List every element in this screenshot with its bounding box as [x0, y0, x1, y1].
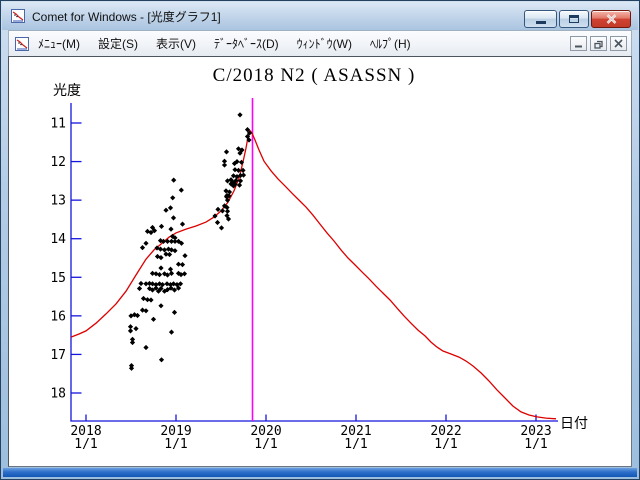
x-tick-label-day: 1/1: [344, 437, 367, 452]
x-tick-label-day: 1/1: [524, 437, 547, 452]
menu-item-view[interactable]: 表示(V): [156, 37, 196, 51]
child-restore-button[interactable]: [590, 36, 607, 51]
titlebar[interactable]: Comet for Windows - [光度グラフ1]: [2, 2, 638, 30]
x-ticks: 20181/120191/120201/120211/120221/120231…: [70, 414, 552, 452]
y-axis-label: 光度: [53, 82, 81, 98]
y-tick-label: 17: [50, 348, 66, 363]
y-tick-label: 18: [50, 386, 66, 401]
observation-points: [127, 112, 253, 371]
child-close-button[interactable]: [610, 36, 627, 51]
window-maximize-button[interactable]: [559, 10, 589, 28]
x-tick-label-day: 1/1: [254, 437, 277, 452]
x-tick-label-day: 1/1: [74, 437, 97, 452]
y-tick-label: 14: [50, 232, 66, 247]
y-tick-label: 15: [50, 271, 66, 286]
close-icon: [614, 39, 623, 48]
chart-area: C/2018 N2 ( ASASSN ) 光度日付 11 12 13 14 15 16 17 18…: [8, 56, 632, 467]
y-tick-label: 12: [50, 155, 66, 170]
menu-item-help[interactable]: ﾍﾙﾌﾟ(H): [370, 37, 411, 51]
window-title: Comet for Windows - [光度グラフ1]: [32, 9, 221, 24]
maximize-icon: [569, 15, 579, 23]
menu-item-menu[interactable]: ﾒﾆｭｰ(M): [38, 37, 80, 51]
close-icon: [606, 14, 616, 24]
x-tick-label-year: 2019: [160, 424, 191, 439]
window-close-button[interactable]: [591, 10, 631, 28]
app-icon[interactable]: [11, 9, 25, 23]
menubar: ﾒﾆｭｰ(M) 設定(S) 表示(V) ﾃﾞｰﾀﾍﾞｰｽ(D) ｳｨﾝﾄﾞｳ(W…: [8, 30, 632, 56]
chart-title: C/2018 N2 ( ASASSN ): [213, 65, 416, 86]
menu-item-database[interactable]: ﾃﾞｰﾀﾍﾞｰｽ(D): [214, 37, 279, 51]
window-minimize-button[interactable]: [524, 10, 557, 28]
axes: [70, 103, 558, 422]
x-tick-label-year: 2021: [340, 424, 371, 439]
y-tick-label: 11: [50, 117, 66, 132]
x-tick-label-year: 2018: [70, 424, 101, 439]
x-tick-label-day: 1/1: [434, 437, 457, 452]
y-tick-label: 13: [50, 194, 66, 209]
restore-icon: [593, 40, 603, 49]
x-axis-label: 日付: [560, 415, 588, 431]
y-tick-label: 16: [50, 309, 66, 324]
window-controls: [524, 10, 631, 28]
menu-item-window[interactable]: ｳｨﾝﾄﾞｳ(W): [296, 37, 352, 51]
minimize-icon: [535, 20, 546, 24]
child-minimize-button[interactable]: [570, 36, 587, 51]
model-curve: [70, 129, 557, 420]
menu-item-settings[interactable]: 設定(S): [98, 37, 138, 51]
mdi-child-controls: [570, 36, 627, 51]
x-tick-label-year: 2023: [520, 424, 551, 439]
minimize-icon: [575, 45, 582, 48]
y-ticks: 11 12 13 14 15 16 17 18: [50, 117, 82, 401]
window-frame-bottom: [3, 468, 637, 477]
child-window-icon[interactable]: [15, 36, 29, 51]
x-tick-label-year: 2022: [430, 424, 461, 439]
x-tick-label-day: 1/1: [164, 437, 187, 452]
x-tick-label-year: 2020: [250, 424, 281, 439]
